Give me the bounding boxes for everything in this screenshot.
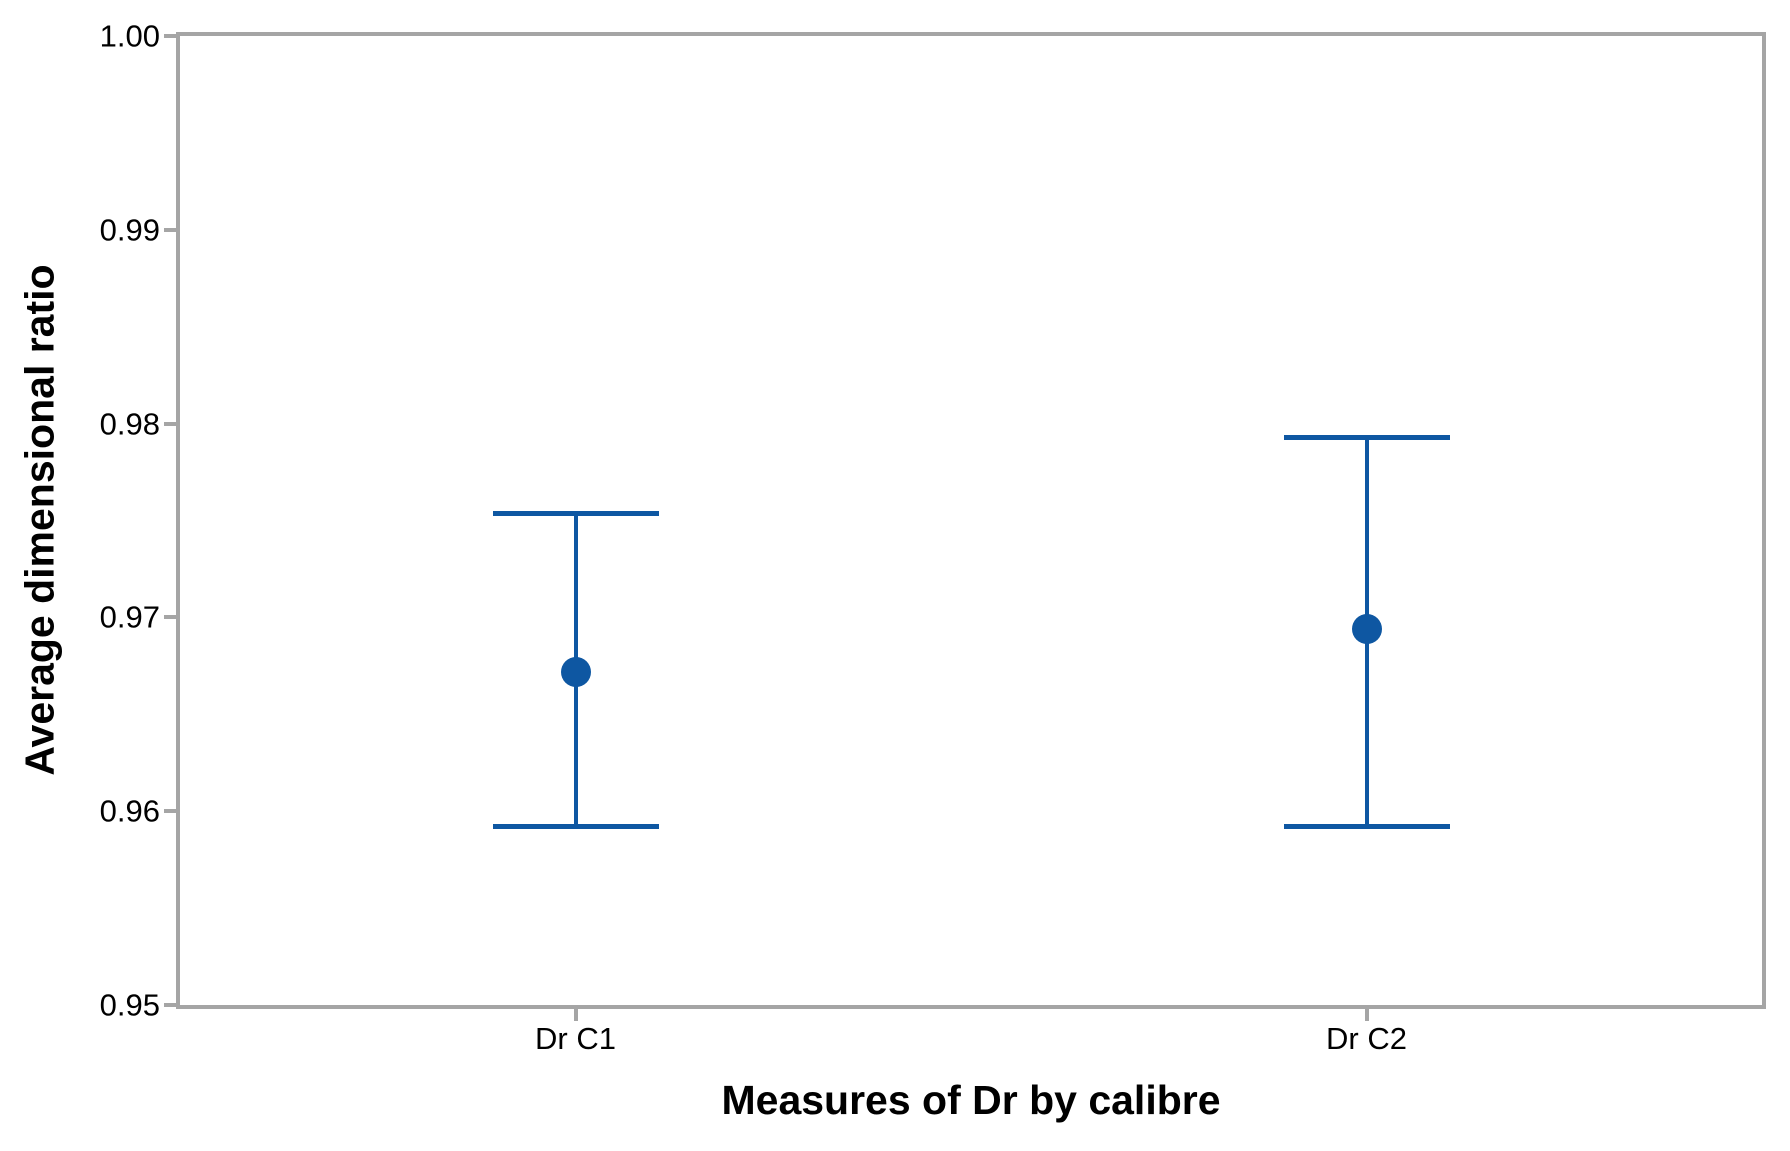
y-axis-tick <box>164 34 176 38</box>
y-tick-label: 0.96 <box>99 793 160 829</box>
confidence-interval-cap-top <box>492 510 659 516</box>
confidence-interval-cap-top <box>1283 435 1450 441</box>
y-tick-label: 0.99 <box>99 212 160 248</box>
y-axis-tick <box>164 1003 176 1007</box>
y-axis-tick <box>164 809 176 814</box>
x-axis-tick <box>573 1009 578 1021</box>
y-axis-tick <box>164 421 176 426</box>
y-axis-tick <box>164 227 176 232</box>
confidence-interval-cap-bottom <box>1283 823 1450 829</box>
x-tick-label: Dr C2 <box>1326 1021 1407 1056</box>
y-axis-title: Average dimensional ratio <box>16 264 63 776</box>
confidence-interval-cap-bottom <box>492 823 659 829</box>
y-tick-label: 0.97 <box>99 599 160 635</box>
plot-area: 1.00 0.99 0.98 0.97 0.96 0.95 Dr C1 Dr C2 <box>100 21 1766 1054</box>
y-tick-label: 0.95 <box>99 987 160 1023</box>
x-axis-title: Measures of Dr by calibre <box>721 1077 1221 1123</box>
x-axis-tick <box>1364 1009 1369 1021</box>
mean-point-marker <box>1351 614 1382 645</box>
mean-point-marker <box>560 656 591 687</box>
y-tick-label: 1.00 <box>99 18 160 54</box>
x-tick-label: Dr C1 <box>535 1021 616 1056</box>
y-axis-tick <box>164 615 176 620</box>
y-tick-label: 0.98 <box>99 406 160 442</box>
